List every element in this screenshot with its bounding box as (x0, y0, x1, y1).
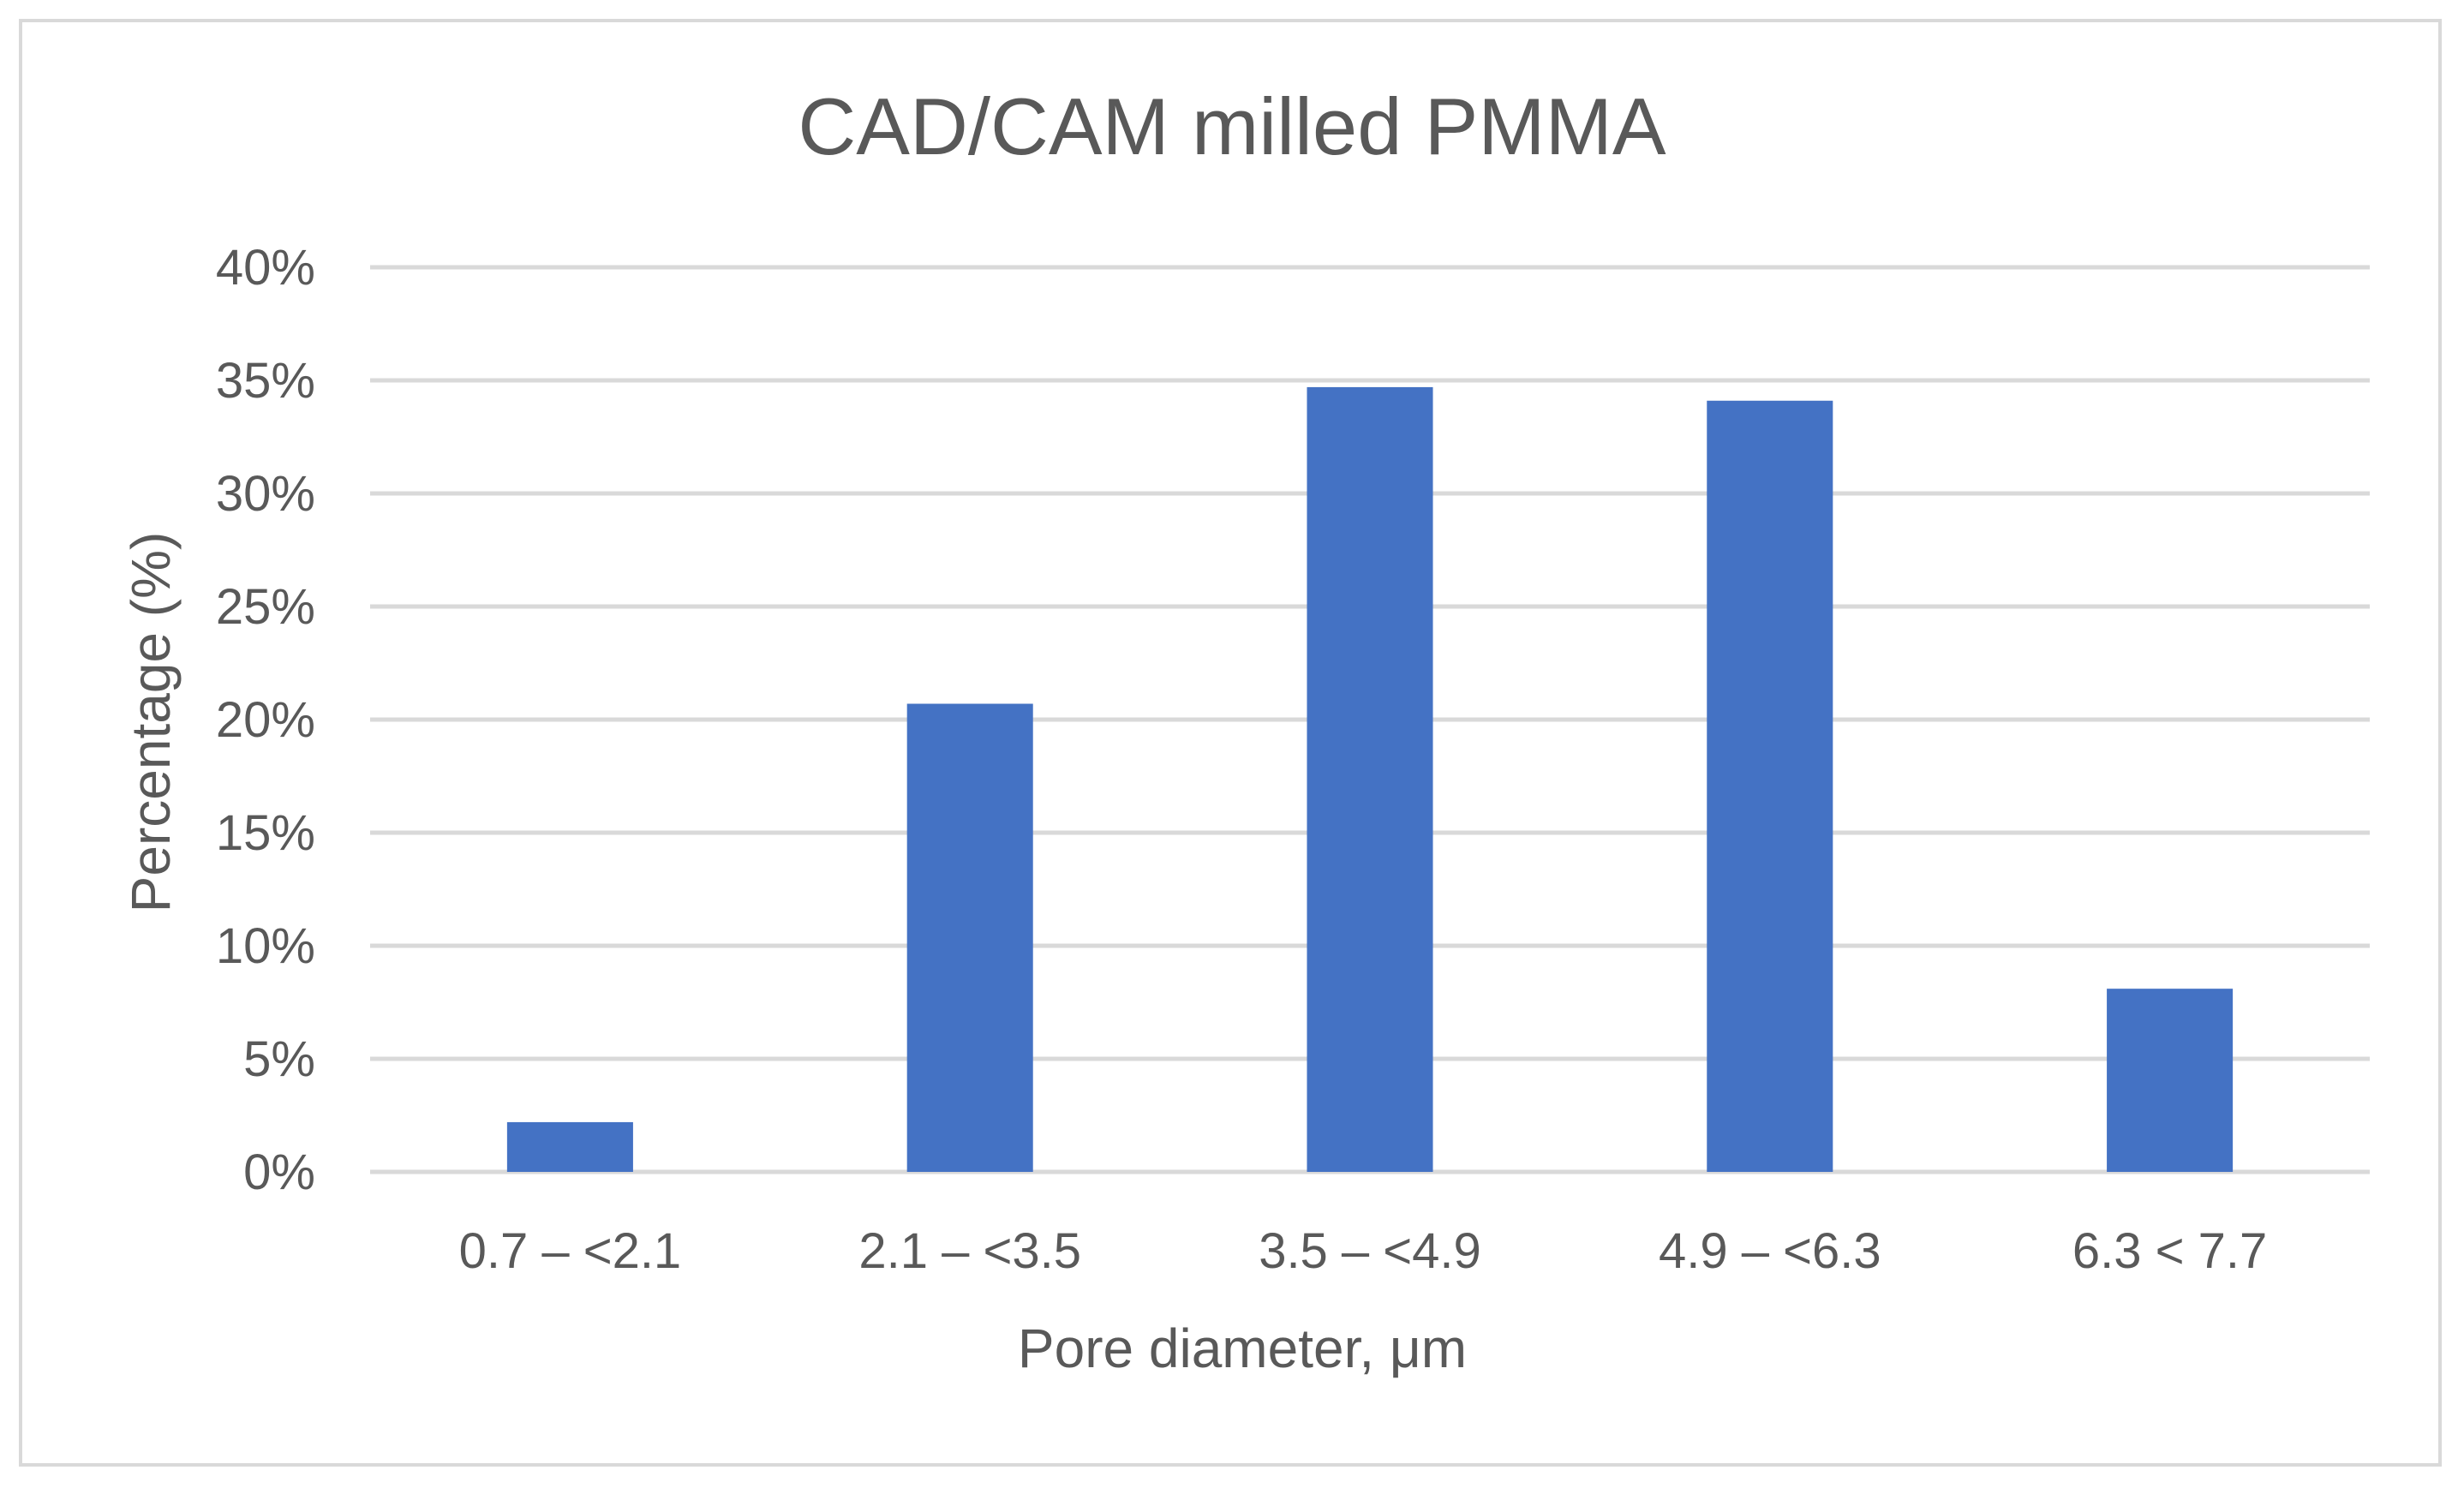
y-axis-ticks: 0% 5% 10% 15% 20% 25% 30% 35% 40% (216, 240, 315, 1200)
chart-frame (19, 19, 2442, 1467)
y-tick-label: 35% (216, 353, 315, 409)
bar (506, 1121, 633, 1172)
chart-title: CAD/CAM milled PMMA (798, 81, 1666, 171)
y-tick-label: 30% (216, 466, 315, 522)
x-tick-label: 6.3 < 7.7 (2072, 1223, 2267, 1279)
y-tick-label: 10% (216, 918, 315, 974)
bar (1707, 400, 1833, 1172)
y-axis-label: Percentage (%) (120, 532, 182, 913)
x-axis-ticks: 0.7 – <2.1 2.1 – <3.5 3.5 – <4.9 4.9 – <6.3… (459, 1223, 2268, 1279)
y-tick-label: 5% (243, 1031, 315, 1087)
bar (906, 703, 1033, 1172)
bar (2107, 989, 2234, 1172)
x-tick-label: 4.9 – <6.3 (1659, 1223, 1881, 1279)
x-axis-label: Pore diameter, μm (1018, 1318, 1467, 1379)
y-tick-label: 40% (216, 240, 315, 296)
bar (1307, 386, 1433, 1172)
x-tick-label: 2.1 – <3.5 (858, 1223, 1081, 1279)
y-tick-label: 0% (243, 1144, 315, 1200)
y-tick-label: 20% (216, 692, 315, 748)
y-tick-label: 25% (216, 579, 315, 635)
bars (506, 386, 2234, 1172)
x-tick-label: 3.5 – <4.9 (1259, 1223, 1481, 1279)
y-tick-label: 15% (216, 805, 315, 861)
x-tick-label: 0.7 – <2.1 (459, 1223, 682, 1279)
